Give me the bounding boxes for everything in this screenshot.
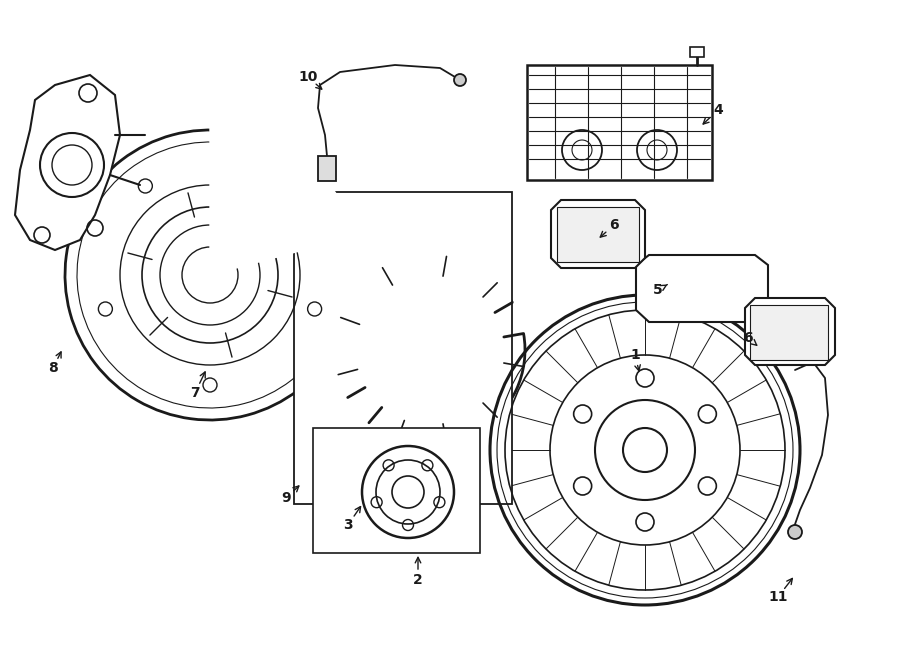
Text: 10: 10	[298, 70, 318, 84]
Text: 6: 6	[743, 331, 752, 345]
Text: 9: 9	[281, 491, 291, 505]
Polygon shape	[745, 298, 835, 365]
Bar	[527, 65, 712, 180]
Text: 11: 11	[769, 590, 788, 604]
Bar	[313, 428, 480, 553]
Polygon shape	[636, 255, 768, 322]
Text: 4: 4	[713, 103, 723, 117]
Text: 6: 6	[609, 218, 619, 232]
Text: 8: 8	[48, 361, 58, 375]
Text: 1: 1	[630, 348, 640, 362]
Text: 5: 5	[653, 283, 663, 297]
Polygon shape	[15, 75, 120, 250]
Text: 2: 2	[413, 573, 423, 587]
Bar	[750, 305, 828, 360]
Polygon shape	[551, 200, 645, 268]
Bar	[294, 192, 512, 504]
Bar	[557, 207, 639, 262]
Text: 3: 3	[343, 518, 353, 532]
Bar	[690, 47, 704, 57]
Circle shape	[788, 525, 802, 539]
Bar	[318, 156, 336, 181]
Wedge shape	[210, 125, 355, 275]
Text: 7: 7	[190, 386, 200, 400]
Circle shape	[454, 74, 466, 86]
